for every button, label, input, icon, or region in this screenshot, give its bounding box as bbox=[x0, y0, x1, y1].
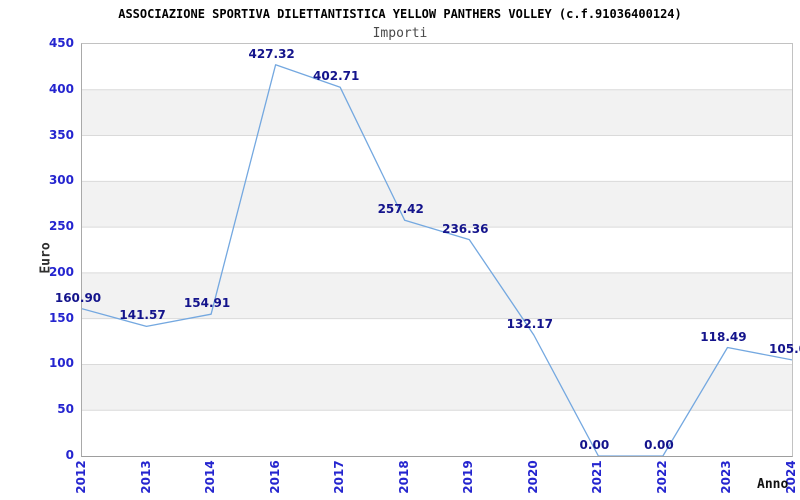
y-tick-label: 150 bbox=[48, 310, 74, 325]
grid-band bbox=[82, 181, 792, 228]
data-point-label: 427.32 bbox=[248, 46, 295, 61]
y-tick-label: 100 bbox=[48, 356, 74, 371]
y-tick-label: 450 bbox=[48, 36, 74, 50]
grid-band bbox=[82, 272, 792, 319]
chart-subtitle: Importi bbox=[372, 26, 428, 41]
data-point-label: 105.0 bbox=[769, 341, 800, 356]
y-tick-label: 50 bbox=[57, 402, 74, 417]
x-tick-label: 2012 bbox=[74, 460, 88, 494]
data-line bbox=[82, 64, 792, 456]
x-tick-label: 2020 bbox=[525, 460, 540, 494]
line-chart-svg bbox=[82, 64, 792, 456]
x-axis-title: Anno bbox=[757, 477, 789, 492]
chart-title: ASSOCIAZIONE SPORTIVA DILETTANTISTICA YE… bbox=[118, 7, 682, 21]
x-tick-label: 2017 bbox=[332, 460, 347, 494]
data-point-label: 0.00 bbox=[579, 438, 610, 452]
y-axis-title: Euro bbox=[38, 242, 54, 274]
y-tick-label: 300 bbox=[48, 173, 74, 188]
y-tick-label: 350 bbox=[48, 127, 74, 142]
y-tick-label: 250 bbox=[48, 219, 74, 234]
data-point-label: 141.57 bbox=[119, 308, 166, 323]
y-tick-label: 200 bbox=[48, 264, 74, 279]
x-tick-label: 2014 bbox=[203, 460, 218, 494]
grid-band bbox=[82, 89, 792, 136]
data-point-label: 132.17 bbox=[506, 316, 553, 331]
y-tick-label: 400 bbox=[48, 81, 74, 96]
plot-area bbox=[81, 43, 793, 457]
data-point-label: 236.36 bbox=[442, 221, 489, 236]
x-tick-label: 2023 bbox=[719, 460, 734, 494]
y-tick-label: 0 bbox=[65, 448, 74, 462]
x-tick-label: 2018 bbox=[396, 460, 411, 494]
x-tick-label: 2016 bbox=[267, 460, 282, 494]
x-tick-label: 2021 bbox=[590, 460, 605, 494]
grid-band bbox=[82, 364, 792, 411]
data-point-label: 118.49 bbox=[700, 329, 747, 344]
x-tick-label: 2013 bbox=[138, 460, 153, 494]
data-point-label: 154.91 bbox=[183, 296, 231, 311]
x-tick-label: 2022 bbox=[654, 460, 669, 494]
data-point-label: 402.71 bbox=[313, 69, 360, 84]
data-point-label: 160.90 bbox=[54, 290, 102, 305]
data-point-label: 0.00 bbox=[644, 438, 674, 452]
data-point-label: 257.42 bbox=[377, 202, 424, 217]
x-tick-label: 2019 bbox=[461, 460, 476, 494]
